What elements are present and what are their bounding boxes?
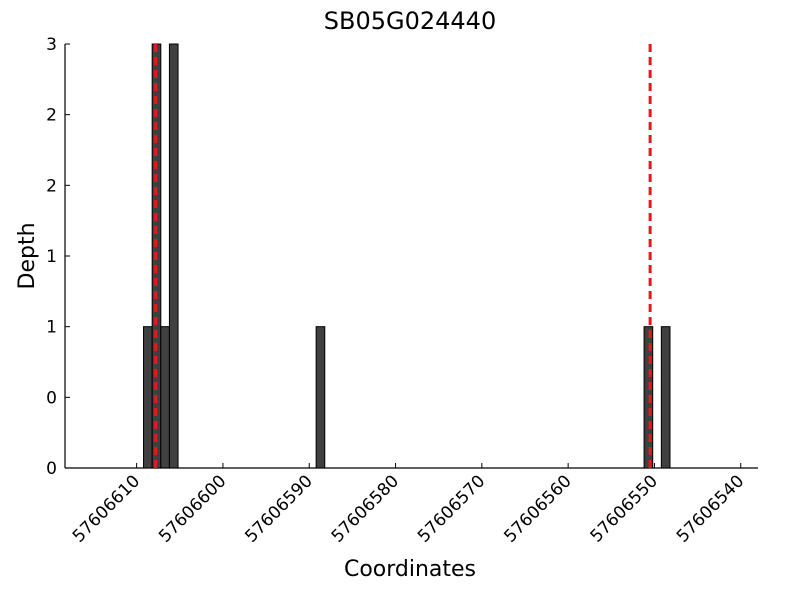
bar: [660, 326, 671, 469]
x-tick-label: 57606610: [69, 471, 144, 546]
y-tick-label: 1: [46, 318, 57, 338]
y-tick-label: 3: [46, 35, 57, 55]
y-tick-label: 0: [46, 388, 57, 408]
x-tick-label: 57606550: [587, 471, 662, 546]
bar: [168, 43, 179, 469]
bar: [643, 326, 654, 469]
x-tick-label: 57606600: [155, 471, 230, 546]
y-tick-label: 1: [46, 247, 57, 267]
bar: [143, 326, 153, 469]
bar: [315, 326, 326, 469]
x-tick-label: 57606560: [500, 471, 575, 546]
x-axis-label: Coordinates: [344, 557, 476, 582]
y-tick-label: 2: [46, 176, 57, 196]
x-tick-label: 57606580: [328, 471, 403, 546]
y-tick-label: 2: [46, 106, 57, 126]
x-tick-label: 57606570: [414, 471, 489, 546]
x-tick-label: 57606540: [673, 471, 748, 546]
bar: [160, 326, 170, 469]
x-tick-label: 57606590: [241, 471, 316, 546]
chart-title: SB05G024440: [324, 7, 496, 35]
y-tick-label: 0: [46, 459, 57, 479]
y-axis-label: Depth: [15, 222, 40, 289]
